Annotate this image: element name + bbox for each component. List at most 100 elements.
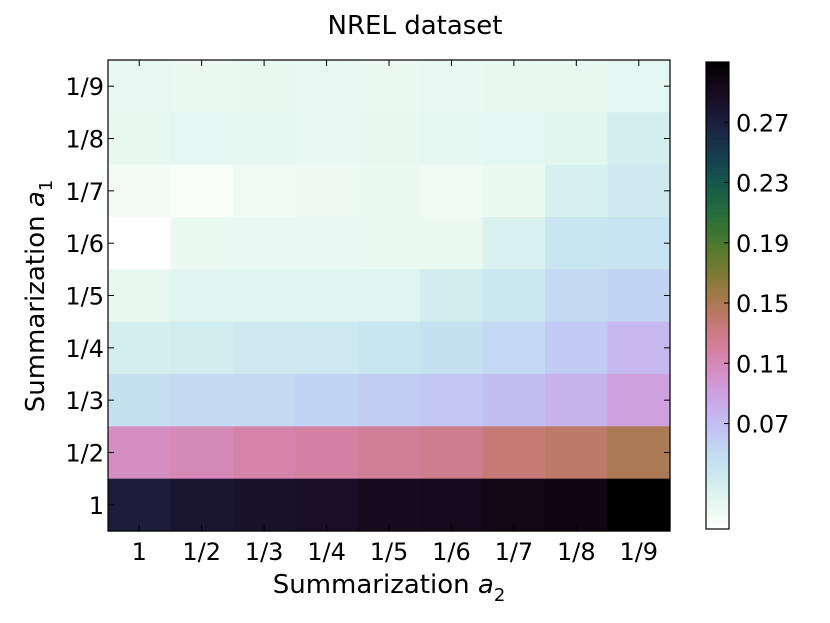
colorbar-segment — [706, 186, 729, 192]
x-tick-label: 1/5 — [370, 538, 409, 566]
colorbar-segment — [706, 279, 729, 285]
heatmap-cell — [607, 426, 671, 480]
colorbar-segment — [706, 81, 729, 86]
colorbar-segment — [706, 225, 729, 230]
heatmap-cell — [607, 478, 671, 532]
heatmap-cell — [295, 217, 359, 270]
colorbar-segment — [706, 412, 729, 417]
colorbar-segment — [706, 490, 729, 495]
heatmap-cell — [357, 321, 421, 375]
colorbar-segment — [706, 420, 729, 425]
heatmap-cell — [482, 321, 546, 375]
y-axis-label: Summarization a1 — [21, 180, 57, 413]
colorbar-segment — [706, 209, 729, 215]
colorbar-segment — [706, 93, 729, 98]
heatmap-cell — [420, 374, 484, 427]
colorbar-segment — [706, 120, 729, 125]
heatmap-cell — [357, 164, 421, 218]
colorbar-tick-label: 0.27 — [736, 109, 789, 137]
colorbar-segment — [706, 170, 729, 176]
y-tick-label: 1/5 — [65, 283, 104, 311]
colorbar-segment — [706, 256, 729, 262]
colorbar-segment — [706, 167, 729, 172]
x-tick-label: 1/2 — [182, 538, 221, 566]
heatmap-cell — [482, 112, 546, 166]
x-tick-label: 1/9 — [619, 538, 658, 566]
colorbar-segment — [706, 361, 729, 367]
heatmap-cell — [108, 112, 172, 166]
colorbar-segment — [706, 205, 729, 211]
heatmap-cell — [170, 426, 234, 480]
colorbar-segment — [706, 190, 729, 195]
colorbar-segment — [706, 373, 729, 378]
x-axis-ticks: 1 1/2 1/3 1/4 1/5 1/6 1/7 1/8 1/9 — [132, 60, 658, 566]
colorbar-segment — [706, 295, 729, 300]
heatmap-cell — [420, 321, 484, 375]
colorbar-segment — [706, 474, 729, 480]
colorbar-segment — [706, 151, 729, 156]
heatmap-cell — [357, 60, 421, 113]
x-axis-label-prefix: Summarization — [273, 570, 478, 600]
heatmap-cell — [545, 269, 609, 323]
heatmap-cell — [170, 164, 234, 218]
heatmap-cell — [232, 60, 296, 113]
heatmap-cell — [357, 478, 421, 532]
colorbar-segment — [706, 447, 729, 452]
colorbar-segment — [706, 408, 729, 413]
colorbar-tick-label: 0.19 — [736, 230, 789, 258]
heatmap-cell — [357, 426, 421, 480]
colorbar-tick-label: 0.11 — [736, 350, 789, 378]
colorbar-segment — [706, 135, 729, 141]
colorbar-segment — [706, 248, 729, 254]
colorbar-segment — [706, 159, 729, 164]
colorbar-segment — [706, 322, 729, 328]
x-tick-label: 1/7 — [495, 538, 534, 566]
colorbar-segment — [706, 482, 729, 487]
heatmap-cell — [295, 374, 359, 427]
x-tick-label: 1/3 — [245, 538, 284, 566]
heatmap-cell — [607, 60, 671, 113]
heatmap-cell — [607, 269, 671, 323]
y-tick-label: 1/7 — [65, 178, 104, 206]
x-tick-label: 1/6 — [432, 538, 471, 566]
colorbar-segment — [706, 377, 729, 382]
x-tick-label: 1/8 — [557, 538, 596, 566]
colorbar-segment — [706, 509, 729, 515]
x-axis-label-sub: 2 — [494, 585, 505, 606]
heatmap-cell — [295, 60, 359, 113]
colorbar-segment — [706, 178, 729, 184]
heatmap-cell — [357, 112, 421, 166]
colorbar-segment — [706, 104, 729, 110]
colorbar-segment — [706, 272, 729, 277]
heatmap-cell — [108, 269, 172, 323]
colorbar-segment — [706, 443, 729, 448]
colorbar-segment — [706, 252, 729, 258]
colorbar-segment — [706, 392, 729, 398]
colorbar-segment — [706, 342, 729, 347]
heatmap-cell — [482, 164, 546, 218]
colorbar-segment — [706, 147, 729, 153]
heatmap-cell — [108, 60, 172, 113]
heatmap-cell — [232, 164, 296, 218]
colorbar-segment — [706, 314, 729, 320]
heatmap-cell — [232, 478, 296, 532]
colorbar-segment — [706, 237, 729, 242]
colorbar-segment — [706, 470, 729, 476]
y-axis-label-sub: 1 — [36, 180, 57, 191]
heatmap-cell — [545, 478, 609, 532]
colorbar-segment — [706, 143, 729, 149]
heatmap-cell — [482, 217, 546, 270]
y-tick-label: 1/3 — [65, 387, 104, 415]
heatmap-cell — [607, 374, 671, 427]
heatmap-cell — [232, 321, 296, 375]
heatmap-cell — [357, 374, 421, 427]
heatmap-cell — [545, 426, 609, 480]
heatmap-cell — [545, 374, 609, 427]
colorbar-segment — [706, 268, 729, 273]
heatmap-cell — [170, 478, 234, 532]
colorbar-segment — [706, 124, 729, 129]
colorbar-segment — [706, 112, 729, 118]
colorbar-segment — [706, 233, 729, 238]
x-axis-label: Summarization a2 — [273, 570, 506, 606]
colorbar-segment — [706, 85, 729, 90]
